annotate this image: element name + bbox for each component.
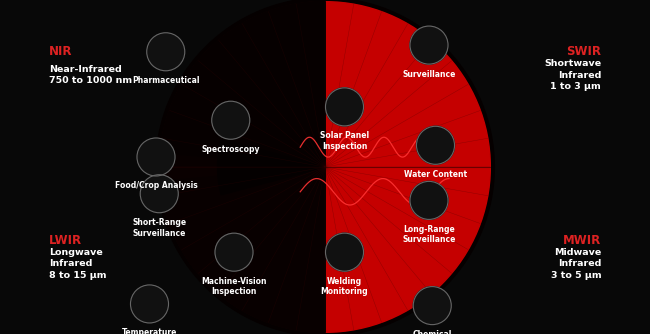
Text: Shortwave
Infrared
1 to 3 μm: Shortwave Infrared 1 to 3 μm [544,59,601,91]
Text: Near-Infrared
750 to 1000 nm: Near-Infrared 750 to 1000 nm [49,65,132,86]
Text: Water Content: Water Content [404,170,467,179]
Circle shape [212,101,250,139]
Circle shape [140,175,178,213]
Circle shape [215,233,253,271]
Circle shape [160,2,490,332]
Text: Midwave
Infrared
3 to 5 μm: Midwave Infrared 3 to 5 μm [551,248,601,280]
Polygon shape [161,2,325,167]
Text: Food/Crop Analysis: Food/Crop Analysis [114,181,198,190]
Circle shape [137,138,175,176]
Wedge shape [325,2,490,332]
Wedge shape [160,2,325,167]
Text: Welding
Monitoring: Welding Monitoring [320,277,369,296]
Text: Machine-Vision
Inspection: Machine-Vision Inspection [202,277,266,296]
Text: Temperature
Screening: Temperature Screening [122,328,177,334]
Text: Spectroscopy: Spectroscopy [202,145,260,154]
Text: Chemical
Composition: Chemical Composition [405,330,460,334]
Circle shape [326,233,363,271]
Polygon shape [161,167,325,332]
Polygon shape [218,139,325,195]
Text: Long-Range
Surveillance: Long-Range Surveillance [402,225,456,244]
Circle shape [326,88,363,126]
Text: Surveillance: Surveillance [402,69,456,78]
Circle shape [155,0,495,334]
Text: Pharmaceutical: Pharmaceutical [132,76,200,85]
Circle shape [410,181,448,219]
Text: Solar Panel
Inspection: Solar Panel Inspection [320,131,369,151]
Text: LWIR: LWIR [49,234,82,247]
Wedge shape [160,167,325,332]
Text: Short-Range
Surveillance: Short-Range Surveillance [132,218,187,237]
Text: NIR: NIR [49,45,72,58]
Wedge shape [160,2,325,332]
Text: Longwave
Infrared
8 to 15 μm: Longwave Infrared 8 to 15 μm [49,248,106,280]
Circle shape [410,26,448,64]
Circle shape [417,126,454,164]
Text: MWIR: MWIR [563,234,601,247]
Text: SWIR: SWIR [566,45,601,58]
Circle shape [413,287,451,325]
Circle shape [131,285,168,323]
Circle shape [147,33,185,71]
